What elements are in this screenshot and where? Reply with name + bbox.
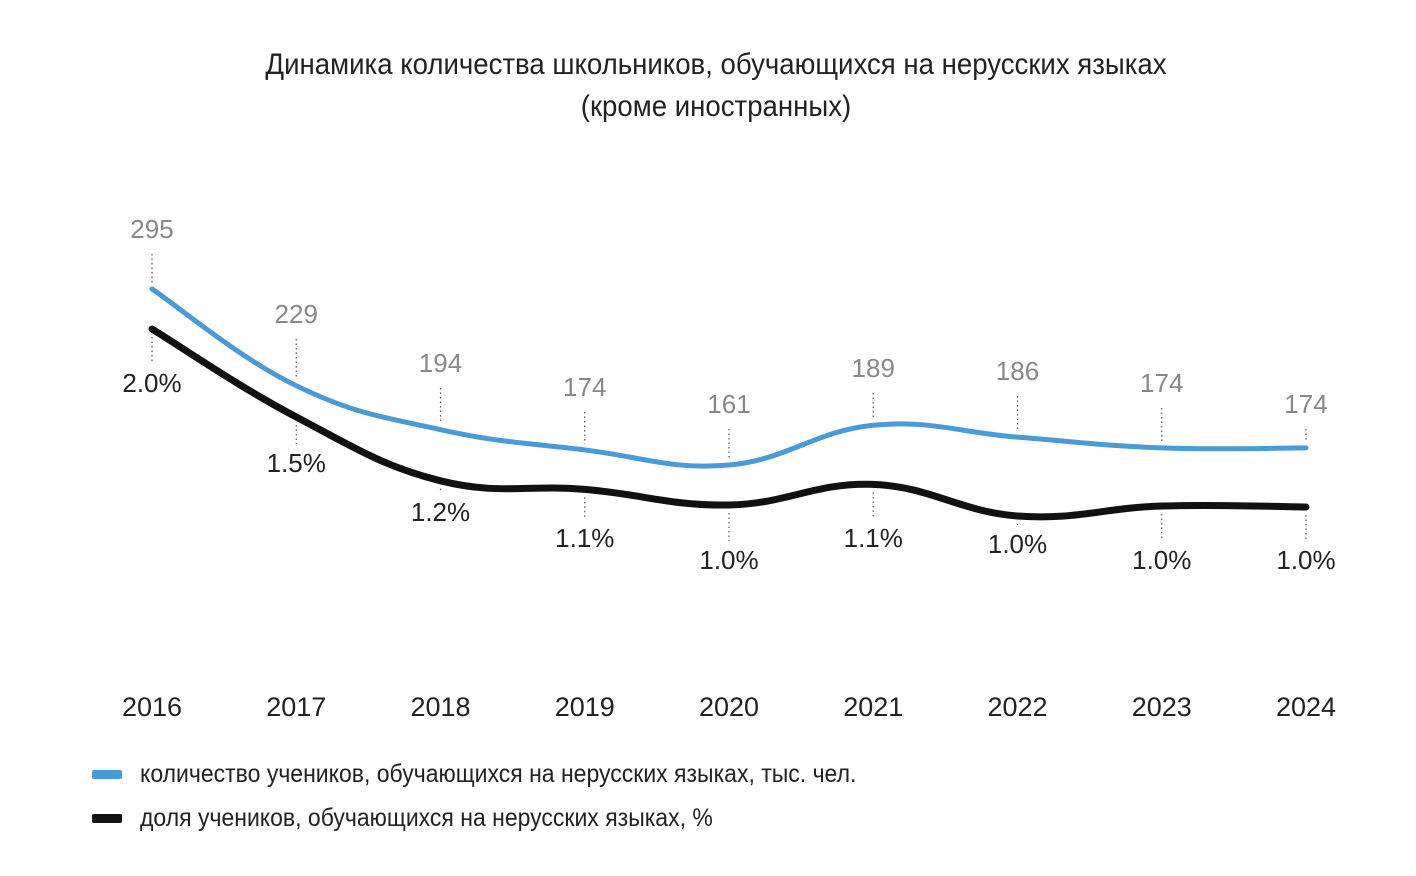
data-label-count: 174 [1284,389,1327,419]
legend-swatch-share [92,813,122,823]
data-label-count: 189 [852,353,895,383]
data-label-count: 174 [563,372,606,402]
legend-item-count: количество учеников, обучающихся на неру… [92,754,919,794]
leader-lines [151,254,1307,541]
x-axis-label: 2017 [266,692,326,722]
series-line-share [148,325,1310,521]
x-axis-labels: 2016 2017 2018 2019 2020 2021 2022 2023 2024 [122,692,1336,722]
x-axis-label: 2024 [1276,692,1336,722]
data-label-share: 1.2% [411,497,470,527]
data-label-share: 1.1% [555,523,614,553]
data-label-count: 174 [1140,368,1183,398]
legend-label-count: количество учеников, обучающихся на неру… [140,759,857,788]
data-label-count: 161 [707,389,750,419]
legend-item-share: доля учеников, обучающихся на нерусских … [92,798,919,838]
data-label-count: 194 [419,348,462,378]
x-axis-label: 2016 [122,692,182,722]
data-label-share: 2.0% [122,368,181,398]
x-axis-label: 2021 [843,692,903,722]
x-axis-label: 2023 [1132,692,1192,722]
data-label-share: 1.5% [267,448,326,478]
chart-title-line-1: Динамика количества школьников, обучающи… [265,48,1167,81]
legend-swatch-count [92,769,122,779]
chart-title: Динамика количества школьников, обучающи… [57,44,1374,128]
data-label-share: 1.0% [1132,545,1191,575]
chart-title-line-2: (кроме иностранных) [580,90,852,123]
series-line-count [149,286,1309,469]
x-axis-label: 2018 [410,692,470,722]
data-label-share: 1.0% [1276,545,1335,575]
x-axis-label: 2019 [555,692,615,722]
x-axis-label: 2022 [987,692,1047,722]
data-labels: 295 2.0% 229 1.5% 194 1.2% 174 1.1% 161 1.0% 189 1.… [122,214,1335,575]
data-label-share: 1.1% [844,523,903,553]
data-label-count: 295 [130,214,173,244]
legend: количество учеников, обучающихся на неру… [92,754,919,842]
x-axis-label: 2020 [699,692,759,722]
legend-label-share: доля учеников, обучающихся на нерусских … [140,803,713,832]
data-label-count: 229 [275,299,318,329]
data-label-share: 1.0% [988,529,1047,559]
data-label-share: 1.0% [699,545,758,575]
data-label-count: 186 [996,356,1039,386]
